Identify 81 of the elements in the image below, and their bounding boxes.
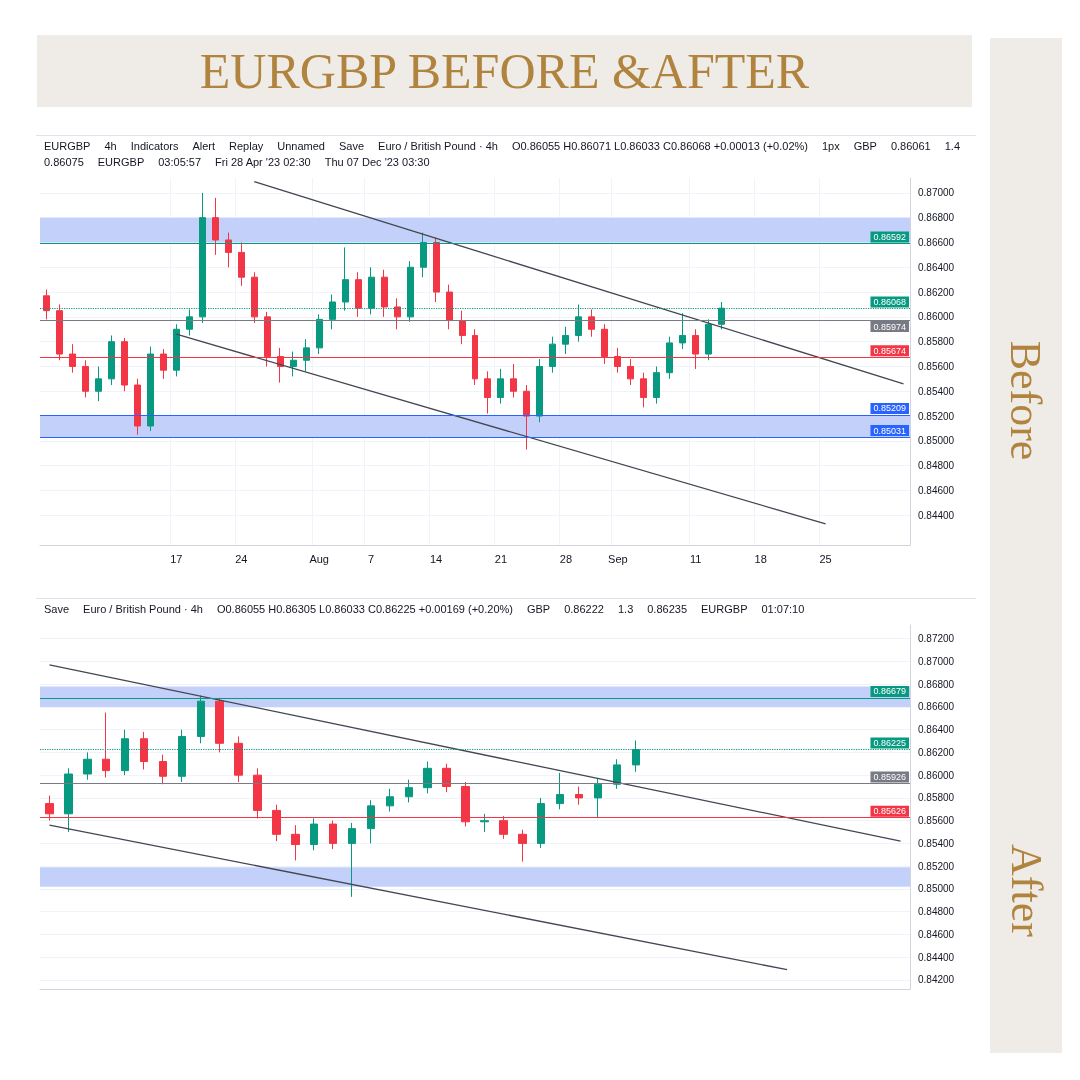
- y-tick-label: 0.85600: [918, 815, 955, 827]
- ref-line-label: 0.85031: [873, 425, 906, 436]
- text: 0.86061: [890, 140, 931, 152]
- ref-line-label: 0.85926: [873, 772, 906, 783]
- x-tick-label: 24: [235, 552, 248, 565]
- y-tick-label: 0.87000: [918, 655, 955, 667]
- y-tick-label: 0.84800: [918, 906, 955, 918]
- text: Before: [1000, 340, 1052, 460]
- y-tick-label: 0.87200: [918, 633, 955, 645]
- ref-line-label: 0.86068: [873, 296, 906, 307]
- x-tick-label: 28: [559, 552, 573, 565]
- y-tick-label: 0.86000: [918, 769, 955, 781]
- text: O0.86055 H0.86305 L0.86033 C0.86225 +0.00169 (+0.20%): [216, 603, 513, 615]
- y-tick-label: 0.85600: [918, 360, 955, 372]
- y-tick-label: 0.86000: [918, 311, 955, 323]
- text: 1px: [821, 140, 840, 152]
- x-tick-label: 7: [368, 552, 375, 565]
- x-tick-label: 25: [819, 552, 832, 565]
- text: 0.86222: [564, 603, 604, 615]
- text: Thu 07 Dec '23 03:30: [324, 156, 430, 168]
- y-tick-label: 0.86800: [918, 212, 955, 224]
- y-tick-label: 0.84400: [918, 509, 955, 521]
- y-tick-label: 0.86200: [918, 746, 955, 758]
- ref-line-label: 0.85974: [873, 321, 906, 332]
- x-tick-label: 14: [429, 552, 443, 565]
- ref-line-label: 0.85209: [873, 403, 906, 414]
- y-tick-label: 0.85800: [918, 792, 955, 804]
- text: GBP: [853, 140, 877, 152]
- text: Save: [339, 140, 365, 152]
- x-tick-label: 17: [170, 552, 183, 565]
- y-tick-label: 0.85000: [918, 883, 955, 895]
- text: Fri 28 Apr '23 02:30: [215, 156, 311, 168]
- x-tick-label: 11: [690, 552, 702, 565]
- y-tick-label: 0.84600: [918, 928, 955, 940]
- y-tick-label: 0.86400: [918, 261, 955, 273]
- text: GBP: [526, 603, 551, 615]
- y-tick-label: 0.84200: [918, 974, 955, 986]
- text: EURGBP: [97, 156, 145, 168]
- y-tick-label: 0.85400: [918, 385, 955, 397]
- text: Unnamed: [277, 140, 325, 152]
- x-tick-label: 18: [754, 552, 767, 565]
- x-tick-label: Sep: [608, 552, 628, 565]
- y-tick-label: 0.85200: [918, 410, 955, 422]
- text: Euro / British Pound · 4h: [83, 603, 203, 615]
- text: 4h: [104, 140, 117, 152]
- text: Indicators: [130, 140, 179, 152]
- y-tick-label: 0.84800: [918, 460, 955, 472]
- y-tick-label: 0.86200: [918, 286, 955, 298]
- ref-line-label: 0.86592: [873, 231, 906, 242]
- y-tick-label: 0.85200: [918, 860, 955, 872]
- y-tick-label: 0.86600: [918, 701, 955, 713]
- text: 01:07:10: [761, 603, 805, 615]
- text: Euro / British Pound · 4h: [378, 140, 498, 152]
- text: 1.3: [617, 603, 634, 615]
- y-tick-label: 0.85800: [918, 336, 955, 348]
- x-tick-label: Aug: [309, 552, 329, 565]
- y-tick-label: 0.86800: [918, 678, 955, 690]
- text: 0.86235: [647, 603, 688, 615]
- y-tick-label: 0.85000: [918, 435, 955, 447]
- text: Replay: [229, 140, 264, 152]
- text: EURGBP: [44, 140, 91, 152]
- ref-line-label: 0.85674: [873, 345, 906, 356]
- text: 0.86075: [44, 156, 84, 168]
- ref-line-label: 0.85626: [873, 806, 906, 817]
- text: O0.86055 H0.86071 L0.86033 C0.86068 +0.00013 (+0.02%): [511, 140, 808, 152]
- text: Alert: [192, 140, 216, 152]
- chart-title: EURGBP BEFORE &AFTER: [199, 42, 810, 100]
- y-tick-label: 0.84600: [918, 484, 955, 496]
- text: After: [1000, 843, 1052, 937]
- y-tick-label: 0.86400: [918, 724, 955, 736]
- y-tick-label: 0.87000: [918, 187, 955, 199]
- text: 03:05:57: [158, 156, 202, 168]
- x-tick-label: 21: [494, 552, 508, 565]
- ref-line-label: 0.86225: [873, 738, 906, 749]
- text: EURGBP: [701, 603, 748, 615]
- ref-line-label: 0.86679: [873, 686, 906, 697]
- y-tick-label: 0.85400: [918, 837, 955, 849]
- text: 1.4: [944, 140, 960, 152]
- y-tick-label: 0.84400: [918, 951, 955, 963]
- y-tick-label: 0.86600: [918, 236, 955, 248]
- text: Save: [44, 603, 70, 615]
